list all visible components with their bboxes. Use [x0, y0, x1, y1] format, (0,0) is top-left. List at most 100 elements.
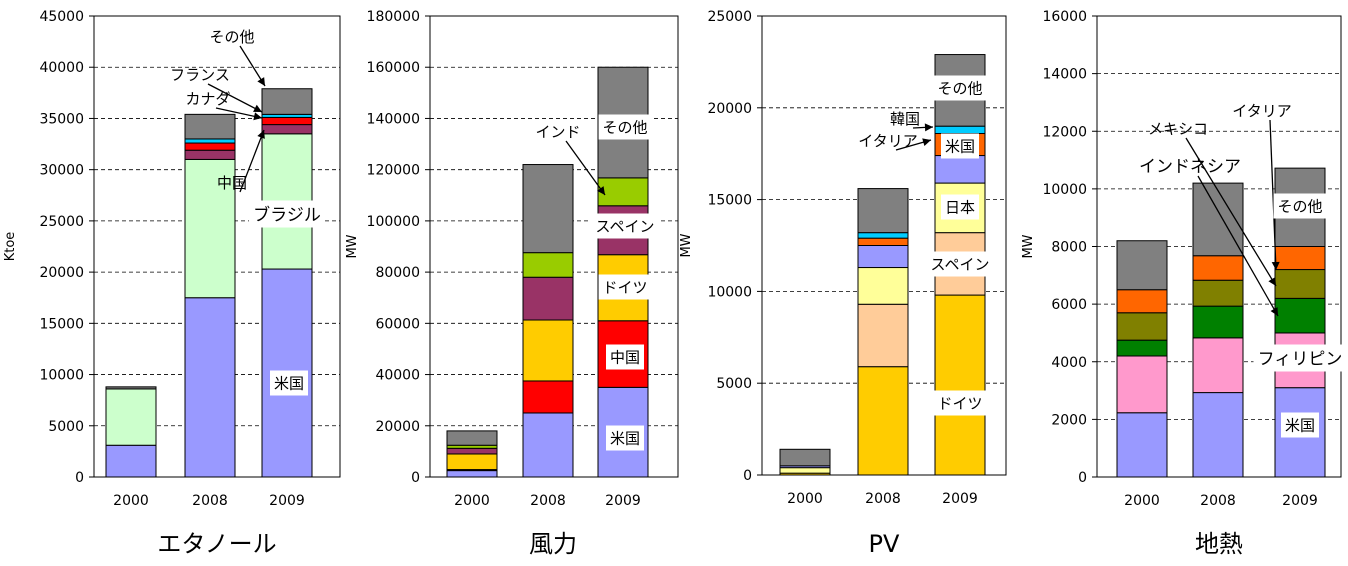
- annotation-label: 日本: [945, 199, 975, 217]
- x-tick-label: 2009: [942, 491, 978, 507]
- bar-segment-2000-s4: [1116, 289, 1168, 314]
- bar-segment-2008-s2: [184, 149, 236, 160]
- bar-segment-2000-s0: [446, 470, 498, 478]
- annotation-label: その他: [602, 119, 647, 137]
- bar-segment-2009-s3: [1274, 269, 1326, 299]
- y-tick-label: 20000: [375, 419, 420, 435]
- annotation-arrow-head: [924, 123, 933, 132]
- annotation-arrow-head: [597, 186, 605, 195]
- annotation-bg: [591, 213, 659, 239]
- annotation-arrow-line: [1197, 175, 1279, 317]
- y-tick-label: 0: [411, 470, 420, 486]
- y-axis-label: Ktoe: [3, 232, 18, 262]
- y-tick-label: 0: [75, 470, 84, 486]
- x-tick-label: 2000: [1124, 493, 1160, 509]
- annotation-arrow-head: [257, 130, 265, 139]
- bar-segment-2000-s2: [1116, 339, 1168, 357]
- bar-segment-2008-s2: [1192, 305, 1244, 339]
- bar-segment-2008-s0: [1192, 392, 1244, 478]
- annotation-arrow-line: [1185, 137, 1277, 287]
- bar-segment-2008-s4: [857, 237, 909, 247]
- annotation-label: ブラジル: [253, 205, 321, 226]
- x-tick-label: 2000: [454, 493, 490, 509]
- bar-segment-2008-s5: [522, 164, 574, 254]
- bar-segment-2009-s0: [934, 294, 986, 476]
- annotation-label: その他: [209, 28, 254, 46]
- annotation-label: スペイン: [931, 256, 990, 274]
- bar-segment-2000-s6: [779, 448, 831, 467]
- annotation-bg: [933, 75, 987, 101]
- annotation-bg: [1253, 344, 1347, 372]
- annotation-label: 米国: [610, 430, 640, 448]
- bar-segment-2000-s2: [779, 467, 831, 474]
- x-tick-label: 2008: [192, 493, 228, 509]
- annotation-label: イタリア: [858, 132, 917, 150]
- chart-panel-3: 0 2000 4000 6000 8000 10000 12000 14000 16000 MW 2…: [1021, 9, 1347, 558]
- annotation-bg: [606, 344, 644, 370]
- annotation-label: インドネシア: [1139, 157, 1241, 177]
- bar-segment-2008-s4: [522, 252, 574, 278]
- bar-segment-2008-s1: [857, 303, 909, 368]
- chart-title: 風力: [529, 530, 577, 558]
- y-tick-label: 0: [1078, 470, 1087, 486]
- y-tick-label: 45000: [39, 9, 84, 25]
- bar-segment-2009-s3: [261, 116, 313, 126]
- bar-segment-2008-s4: [184, 138, 236, 144]
- annotation-bg: [933, 390, 987, 416]
- annotation-arrow-head: [257, 77, 265, 86]
- annotation-arrow-line: [239, 129, 265, 193]
- x-tick-label: 2008: [530, 493, 566, 509]
- y-tick-label: 0: [743, 468, 752, 484]
- y-axis-label: MW: [679, 233, 694, 257]
- bar-segment-2008-s3: [857, 245, 909, 269]
- annotation-label: その他: [1277, 198, 1322, 216]
- x-tick-label: 2008: [865, 491, 901, 507]
- y-tick-label: 20000: [39, 265, 84, 281]
- bar-segment-2000-s0: [1116, 412, 1168, 478]
- annotation-arrow-head: [1268, 277, 1276, 286]
- bar-segment-2009-s4: [597, 177, 649, 207]
- annotation-bg: [1281, 412, 1319, 438]
- y-tick-label: 120000: [367, 163, 420, 179]
- bar-segment-2000-s5: [105, 386, 157, 390]
- bar-segment-2008-s5: [184, 113, 236, 140]
- bar-segment-2000-s3: [446, 447, 498, 455]
- y-tick-label: 40000: [39, 60, 84, 76]
- y-tick-label: 180000: [367, 9, 420, 25]
- annotation-arrow-head: [253, 112, 262, 121]
- y-tick-label: 10000: [707, 284, 752, 300]
- chart-panel-1: 0 20000 40000 60000 80000 100000 120000 140000 1…: [345, 9, 679, 558]
- bar-segment-2009-s2: [261, 124, 313, 135]
- x-tick-label: 2000: [787, 491, 823, 507]
- bar-segment-2000-s3: [1116, 312, 1168, 341]
- y-tick-label: 30000: [39, 163, 84, 179]
- chart-title: エタノール: [157, 530, 276, 558]
- bar-segment-2000-s1: [1116, 355, 1168, 414]
- bar-segment-2000-s5: [446, 430, 498, 446]
- bar-segment-2009-s5: [934, 125, 986, 135]
- y-tick-label: 10000: [39, 368, 84, 384]
- annotation-label: 米国: [274, 375, 304, 393]
- annotation-arrow-head: [922, 138, 931, 147]
- y-tick-label: 8000: [1051, 240, 1087, 256]
- bar-segment-2009-s4: [1274, 246, 1326, 271]
- annotation-label: スペイン: [596, 218, 655, 236]
- bar-segment-2008-s3: [1192, 279, 1244, 307]
- y-tick-label: 6000: [1051, 297, 1087, 313]
- y-tick-label: 160000: [367, 60, 420, 76]
- bar-segment-2009-s5: [261, 88, 313, 115]
- y-axis-label: MW: [345, 234, 360, 258]
- y-tick-label: 5000: [716, 376, 752, 392]
- annotation-arrow-head: [1271, 261, 1280, 270]
- annotation-label: フランス: [170, 66, 230, 84]
- bar-segment-2008-s5: [857, 232, 909, 239]
- bar-segment-2008-s4: [1192, 255, 1244, 281]
- annotation-label: 中国: [610, 349, 640, 367]
- annotation-label: イタリア: [1232, 102, 1291, 120]
- annotation-arrow-line: [207, 83, 263, 113]
- chart-title: PV: [869, 530, 900, 558]
- y-tick-label: 4000: [1051, 355, 1087, 371]
- bar-segment-2008-s0: [522, 412, 574, 478]
